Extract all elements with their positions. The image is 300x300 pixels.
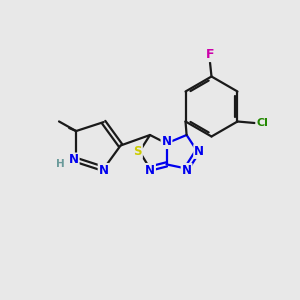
- Text: S: S: [134, 145, 142, 158]
- Text: N: N: [182, 164, 192, 177]
- Text: Cl: Cl: [256, 118, 268, 128]
- Text: N: N: [99, 164, 109, 177]
- Text: N: N: [69, 154, 79, 166]
- Text: N: N: [194, 145, 204, 158]
- Text: H: H: [56, 159, 65, 169]
- Text: F: F: [206, 48, 214, 61]
- Text: N: N: [161, 135, 172, 148]
- Text: N: N: [145, 164, 155, 177]
